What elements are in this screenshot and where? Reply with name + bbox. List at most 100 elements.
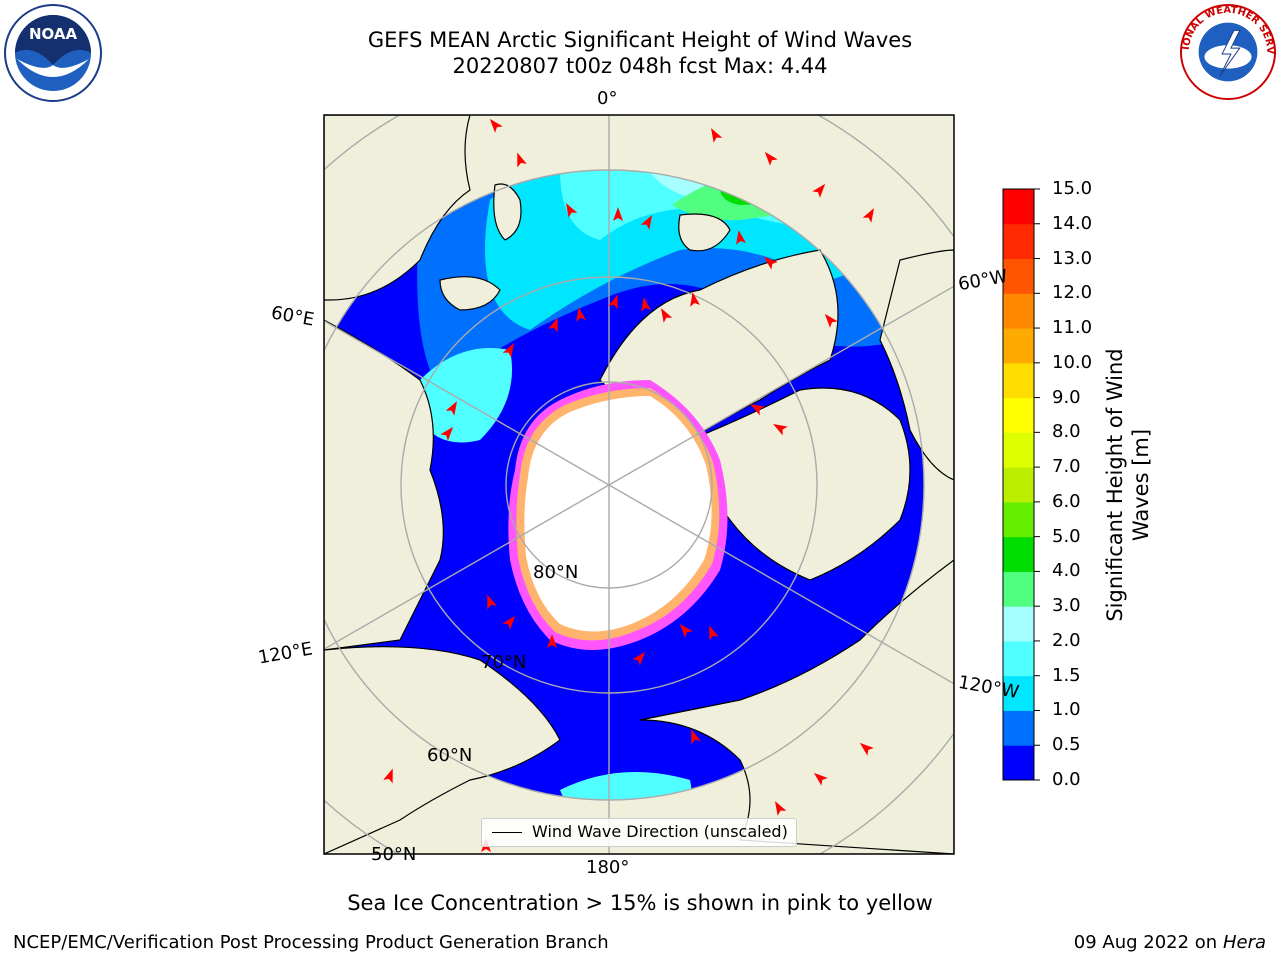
colorbar-tick-label: 11.0 xyxy=(1052,317,1093,339)
wind-wave-arrow xyxy=(517,152,527,168)
colorbar-segment xyxy=(1003,397,1034,433)
colorbar-segment xyxy=(1003,710,1034,746)
colorbar-segment xyxy=(1003,501,1034,538)
legend-label: Wind Wave Direction (unscaled) xyxy=(532,822,788,841)
wind-wave-arrow xyxy=(487,594,497,610)
wind-wave-arrow xyxy=(566,203,578,218)
colorbar-tick-label: 2.0 xyxy=(1052,629,1081,651)
wind-wave-arrow xyxy=(445,401,457,416)
parallel-60n-label: 60°N xyxy=(427,745,473,766)
wind-wave-arrow xyxy=(812,183,826,198)
wave-band-bering xyxy=(560,772,692,800)
wind-wave-arrow xyxy=(632,651,646,666)
colorbar-tick-label: 1.5 xyxy=(1052,664,1081,686)
meridian-120w-line xyxy=(608,484,954,685)
sea-ice-note: Sea Ice Concentration > 15% is shown in … xyxy=(347,891,933,915)
wind-wave-arrow xyxy=(608,294,618,310)
colorbar-segment xyxy=(1003,536,1034,572)
wind-wave-arrow xyxy=(613,207,623,221)
wind-wave-arrow xyxy=(862,208,874,223)
meridian-120e-line xyxy=(324,484,610,650)
sea-ice xyxy=(508,380,728,650)
wind-wave-arrow xyxy=(548,317,558,333)
wind-wave-arrow xyxy=(824,313,838,328)
colorbar-segment xyxy=(1003,189,1034,225)
colorbar-tick-label: 9.0 xyxy=(1052,386,1081,408)
meridian-0-label: 0° xyxy=(597,88,618,109)
siberia-east xyxy=(324,646,561,854)
wind-wave-arrow xyxy=(383,768,393,784)
scandinavia xyxy=(324,115,471,301)
meridian-60w-line xyxy=(608,285,954,486)
wind-wave-arrow xyxy=(764,151,778,166)
chart-title: GEFS MEAN Arctic Significant Height of W… xyxy=(367,28,913,52)
wind-wave-arrow xyxy=(502,615,516,630)
land-masses xyxy=(324,115,954,854)
novaya-zemlya xyxy=(439,276,501,311)
wind-wave-arrow xyxy=(813,772,828,786)
map-frame xyxy=(323,114,955,855)
nws-logo: NATIONAL WEATHER SERVICE xyxy=(1179,3,1277,101)
colorbar-segment xyxy=(1003,328,1034,364)
colorbar-segment xyxy=(1003,745,1034,781)
colorbar-label: Significant Height of Wind Waves [m] xyxy=(1103,348,1153,622)
colorbar-segment xyxy=(1003,223,1034,260)
colorbar-tick-label: 0.5 xyxy=(1052,734,1081,756)
wind-wave-arrow xyxy=(709,625,719,641)
colorbar-tick-label: 7.0 xyxy=(1052,456,1081,478)
footer-date-text: 09 Aug 2022 on xyxy=(1073,932,1218,953)
wind-wave-arrow xyxy=(661,308,673,323)
colorbar-segment xyxy=(1003,362,1034,399)
colorbar-frame xyxy=(1002,188,1035,781)
graticule xyxy=(324,115,954,854)
meridian-180-label: 180° xyxy=(586,857,630,878)
wind-wave-arrows xyxy=(383,118,874,852)
wind-wave-arrow xyxy=(641,297,651,312)
meridian-60e-line xyxy=(324,320,610,486)
wind-wave-arrow xyxy=(502,343,514,358)
wave-band-barents xyxy=(420,348,512,443)
wind-wave-arrow xyxy=(691,729,701,745)
colorbar-segment xyxy=(1003,258,1034,294)
noaa-logo: NOAA xyxy=(4,4,102,102)
alaska-yukon xyxy=(639,559,954,854)
colorbar-segment xyxy=(1003,640,1034,677)
footer-host: Hera xyxy=(1222,932,1266,953)
colorbar-segment xyxy=(1003,571,1034,607)
colorbar-tick-label: 12.0 xyxy=(1052,282,1093,304)
colorbar-tick-label: 13.0 xyxy=(1052,247,1093,269)
chart-subtitle: 20220807 t00z 048h fcst Max: 4.44 xyxy=(452,54,828,78)
wind-wave-arrow xyxy=(690,292,700,307)
colorbar-tick-label: 0.0 xyxy=(1052,769,1081,790)
legend-line-sample xyxy=(492,832,522,833)
colorbar-tick-label: 6.0 xyxy=(1052,490,1081,512)
colorbar-segment xyxy=(1003,606,1034,642)
wind-wave-arrow xyxy=(679,623,693,638)
iceland xyxy=(678,213,731,252)
colorbar-tick-label: 8.0 xyxy=(1052,421,1081,443)
wind-wave-arrow xyxy=(859,742,874,756)
wind-wave-arrow xyxy=(489,118,503,133)
parallel-50n-label: 50°N xyxy=(371,844,417,865)
colorbar-tick-label: 4.0 xyxy=(1052,560,1081,582)
wind-wave-arrow xyxy=(576,307,586,322)
wind-wave-arrow xyxy=(711,128,723,143)
colorbar-segment xyxy=(1003,467,1034,503)
ice-pack xyxy=(524,396,712,632)
wind-wave-arrow xyxy=(640,215,652,230)
canadian-archipelago xyxy=(689,387,911,581)
footer-credit: NCEP/EMC/Verification Post Processing Pr… xyxy=(13,932,609,953)
noaa-logo-text: NOAA xyxy=(29,25,78,43)
wind-wave-arrow xyxy=(547,634,557,648)
colorbar xyxy=(1003,188,1040,781)
wind-wave-arrow xyxy=(736,230,746,245)
parallel-80n-label: 80°N xyxy=(533,562,579,583)
wind-wave-arrow xyxy=(440,426,454,441)
wind-wave-arrow xyxy=(750,404,765,416)
colorbar-tick-label: 1.0 xyxy=(1052,699,1081,721)
colorbar-tick-label: 3.0 xyxy=(1052,595,1081,617)
colorbar-segment xyxy=(1003,293,1034,329)
footer-date: 09 Aug 2022 on Hera xyxy=(1074,932,1266,953)
colorbar-tick-label: 10.0 xyxy=(1052,351,1093,373)
